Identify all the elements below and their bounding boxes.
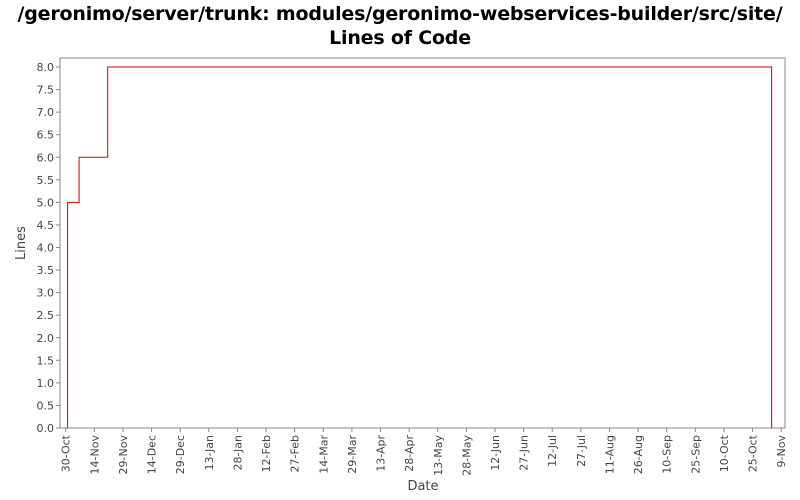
- x-axis: 30-Oct 14-Nov 29-Nov 14-Dec 29-Dec 13-Jan 28-J…: [60, 428, 788, 476]
- chart-title: /geronimo/server/trunk: modules/geronimo…: [17, 3, 783, 25]
- x-tick-label: 10-Sep: [661, 435, 674, 474]
- y-axis-label: Lines: [14, 226, 29, 260]
- x-tick-label: 29-Dec: [174, 435, 187, 474]
- y-tick-label: 7.0: [37, 106, 55, 119]
- x-tick-label: 13-May: [432, 435, 445, 476]
- x-tick-label: 28-Jan: [231, 435, 244, 471]
- x-tick-label: 27-Jun: [518, 435, 531, 471]
- x-tick-label: 10-Oct: [718, 434, 731, 472]
- x-tick-label: 28-Apr: [403, 435, 416, 472]
- y-tick-label: 4.0: [37, 242, 55, 255]
- y-tick-label: 6.0: [37, 151, 55, 164]
- x-axis-label: Date: [407, 479, 438, 494]
- y-tick-label: 4.5: [37, 219, 55, 232]
- plot-area: [59, 57, 786, 429]
- y-tick-label: 6.5: [37, 129, 55, 142]
- y-axis: 0.0 0.5 1.0 1.5 2.0 2.5 3.0 3.5 4.0 4.5 5.0 5.5 6.0 6…: [37, 61, 60, 435]
- chart-title-block: /geronimo/server/trunk: modules/geronimo…: [0, 2, 800, 50]
- x-tick-label: 12-Feb: [260, 435, 273, 472]
- x-tick-label: 27-Feb: [289, 435, 302, 472]
- series-line: [67, 66, 773, 428]
- y-tick-label: 0.0: [37, 422, 55, 435]
- x-tick-label: 27-Jul: [575, 435, 588, 467]
- x-tick-label: 9-Nov: [775, 435, 788, 468]
- x-tick-label: 14-Nov: [88, 435, 101, 475]
- series-layer: [67, 66, 773, 428]
- x-tick-label: 25-Sep: [689, 435, 702, 474]
- x-tick-label: 13-Apr: [375, 435, 388, 472]
- x-tick-label: 28-May: [460, 435, 473, 476]
- x-tick-label: 25-Oct: [747, 434, 760, 472]
- x-tick-label: 30-Oct: [60, 434, 73, 472]
- y-tick-label: 1.0: [37, 377, 55, 390]
- y-tick-label: 0.5: [37, 399, 55, 412]
- x-tick-label: 26-Aug: [632, 435, 645, 474]
- y-tick-label: 1.5: [37, 354, 55, 367]
- y-tick-label: 2.0: [37, 332, 55, 345]
- y-tick-label: 5.5: [37, 174, 55, 187]
- x-tick-label: 14-Mar: [317, 435, 330, 474]
- y-tick-label: 8.0: [37, 61, 55, 74]
- y-tick-label: 3.5: [37, 264, 55, 277]
- x-tick-label: 29-Nov: [117, 435, 130, 475]
- x-tick-label: 29-Mar: [346, 435, 359, 474]
- y-tick-label: 2.5: [37, 309, 55, 322]
- y-tick-label: 7.5: [37, 84, 55, 97]
- x-tick-label: 14-Dec: [146, 435, 159, 474]
- x-tick-label: 13-Jan: [203, 435, 216, 471]
- chart-subtitle: Lines of Code: [329, 27, 471, 49]
- y-tick-label: 3.0: [37, 287, 55, 300]
- y-tick-label: 5.0: [37, 196, 55, 209]
- x-tick-label: 12-Jul: [546, 435, 559, 467]
- x-tick-label: 12-Jun: [489, 435, 502, 471]
- x-tick-label: 11-Aug: [603, 435, 616, 474]
